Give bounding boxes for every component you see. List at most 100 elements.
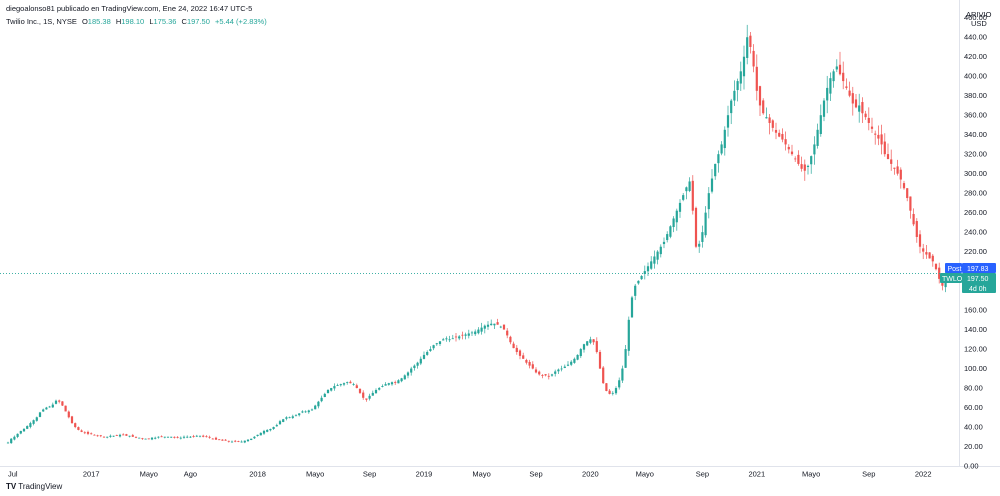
time-tick-label: Sep bbox=[363, 470, 376, 479]
time-tick-label: Mayo bbox=[140, 470, 158, 479]
candle-body bbox=[291, 416, 294, 418]
candle-body bbox=[678, 202, 682, 212]
candle-body bbox=[576, 354, 579, 360]
price-tick-label: 240.00 bbox=[964, 228, 987, 237]
candle-body bbox=[102, 436, 106, 438]
candle-body bbox=[525, 359, 528, 363]
candle-body bbox=[701, 232, 704, 242]
candle-body bbox=[464, 334, 467, 336]
candle-body bbox=[285, 417, 288, 419]
price-tick-label: 220.00 bbox=[964, 247, 987, 256]
candle-body bbox=[669, 226, 672, 237]
candle-body bbox=[755, 66, 758, 91]
candle-body bbox=[54, 400, 58, 404]
candle-body bbox=[438, 341, 442, 345]
candle-body bbox=[790, 151, 794, 155]
open-value: 185.38 bbox=[87, 17, 111, 26]
candle-body bbox=[435, 343, 438, 345]
price-tick-label: 100.00 bbox=[964, 364, 987, 373]
candle-body bbox=[877, 134, 880, 139]
candle-body bbox=[70, 416, 74, 424]
time-axis[interactable]: Jul 2017 Mayo Ago 2018 Mayo Sep 2019 Mayo Sep 2020… bbox=[8, 470, 932, 479]
candle-body bbox=[739, 71, 742, 84]
candle-body bbox=[928, 252, 931, 259]
candle-body bbox=[218, 439, 221, 441]
candle-body bbox=[96, 435, 99, 437]
candle-body bbox=[304, 411, 307, 413]
candle-body bbox=[422, 354, 426, 359]
price-tick-label: 60.00 bbox=[964, 403, 983, 412]
symbol-price-label: TWLO 197.50 4d 0h bbox=[940, 273, 996, 293]
price-tick-label: 400.00 bbox=[964, 72, 987, 81]
candle-body bbox=[147, 438, 150, 440]
candle-body bbox=[403, 375, 406, 380]
candle-body bbox=[787, 146, 790, 150]
candle-body bbox=[736, 81, 739, 91]
low-label: L bbox=[149, 17, 154, 26]
candle-body bbox=[19, 430, 22, 434]
candle-body bbox=[618, 380, 621, 388]
candle-body bbox=[480, 327, 483, 332]
candle-body bbox=[179, 437, 182, 439]
high-label: H bbox=[115, 17, 122, 26]
candle-body bbox=[627, 319, 630, 351]
candle-body bbox=[38, 412, 42, 417]
candle-body bbox=[752, 50, 755, 67]
candle-body bbox=[582, 344, 586, 350]
candle-body bbox=[768, 117, 771, 123]
candle-body bbox=[858, 105, 861, 112]
candle-body bbox=[899, 169, 902, 180]
candle-body bbox=[374, 389, 378, 394]
candle-body bbox=[432, 345, 435, 349]
candle-body bbox=[608, 390, 611, 394]
candle-body bbox=[214, 437, 218, 440]
candle-body bbox=[253, 436, 256, 439]
candle-body bbox=[778, 132, 781, 137]
candle-body bbox=[637, 280, 640, 284]
candle-body bbox=[685, 187, 688, 192]
candle-body bbox=[330, 388, 333, 391]
candle-body bbox=[176, 436, 179, 438]
candle-body bbox=[352, 384, 355, 385]
price-tick-label: 440.00 bbox=[964, 33, 987, 42]
candle-body bbox=[445, 338, 448, 340]
candle-body bbox=[589, 339, 592, 343]
candle-body bbox=[458, 336, 461, 339]
candle-body bbox=[243, 440, 246, 443]
candle-body bbox=[675, 210, 678, 223]
price-axis[interactable]: 0.00 20.00 40.00 60.00 80.00 100.00 120.00 140.… bbox=[964, 13, 987, 470]
candle-body bbox=[346, 382, 349, 383]
candle-body bbox=[451, 338, 454, 340]
time-tick-label: Sep bbox=[696, 470, 709, 479]
candle-body bbox=[880, 134, 883, 145]
candle-body bbox=[653, 256, 656, 264]
time-tick-label: 2018 bbox=[249, 470, 266, 479]
candle-body bbox=[246, 439, 250, 442]
candle-body bbox=[250, 438, 253, 441]
candle-body bbox=[486, 324, 490, 327]
candle-body bbox=[355, 385, 358, 389]
candle-body bbox=[326, 389, 330, 394]
candle-body bbox=[909, 196, 912, 211]
candle-body bbox=[890, 159, 893, 164]
price-tick-label: 80.00 bbox=[964, 384, 983, 393]
post-value: 197.83 bbox=[967, 266, 989, 273]
candle-body bbox=[730, 100, 733, 114]
price-tick-label: 340.00 bbox=[964, 130, 987, 139]
candle-body bbox=[886, 154, 890, 160]
time-tick-label: 2020 bbox=[582, 470, 599, 479]
candle-body bbox=[378, 388, 381, 390]
candle-body bbox=[160, 436, 163, 438]
candle-body bbox=[282, 419, 285, 422]
candle-body bbox=[256, 434, 259, 436]
candle-body bbox=[381, 386, 384, 387]
candle-body bbox=[182, 436, 186, 438]
candle-body bbox=[237, 440, 240, 442]
candle-body bbox=[918, 234, 922, 247]
candle-body bbox=[186, 436, 189, 438]
candle-body bbox=[912, 213, 915, 225]
candle-body bbox=[106, 436, 109, 438]
candle-body bbox=[6, 442, 10, 444]
candle-body bbox=[118, 434, 122, 437]
